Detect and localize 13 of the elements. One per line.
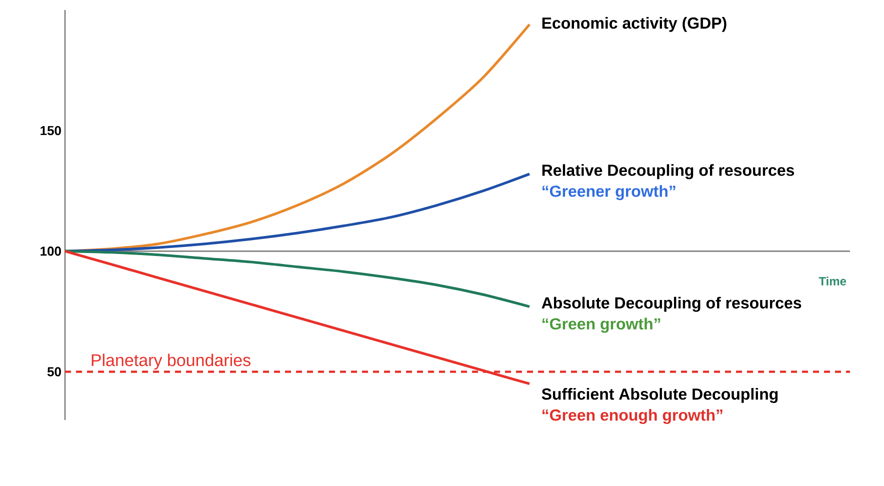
series-label: Economic activity (GDP) xyxy=(542,17,726,32)
y-tick-label: 50 xyxy=(47,367,61,376)
y-tick-label: 100 xyxy=(40,246,61,256)
ref-line-label: Planetary boundaries xyxy=(92,354,250,370)
series-label: Relative Decoupling of resources xyxy=(542,164,794,180)
annotation: “Greener growth” xyxy=(542,185,676,200)
annotation: “Green growth” xyxy=(542,318,660,333)
line-series xyxy=(64,250,531,308)
y-tick-label: 150 xyxy=(40,126,61,136)
series-label: Sufficient Absolute Decoupling xyxy=(542,388,778,403)
text: Time xyxy=(818,276,846,286)
annotation: “Green enough growth” xyxy=(542,408,722,424)
series-label: Absolute Decoupling of resources xyxy=(542,296,802,312)
